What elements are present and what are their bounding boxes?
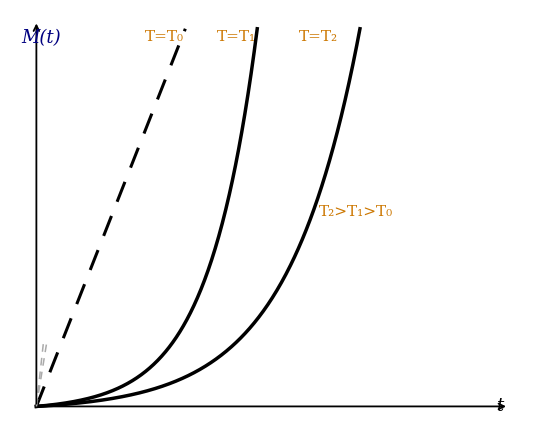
Text: T=T₂: T=T₂ — [299, 30, 339, 44]
Text: t: t — [496, 396, 504, 415]
Text: T=T₀: T=T₀ — [146, 30, 184, 44]
Text: M(t): M(t) — [21, 29, 60, 47]
Text: T₂>T₁>T₀: T₂>T₁>T₀ — [319, 204, 393, 219]
Text: T=T₁: T=T₁ — [217, 30, 256, 44]
